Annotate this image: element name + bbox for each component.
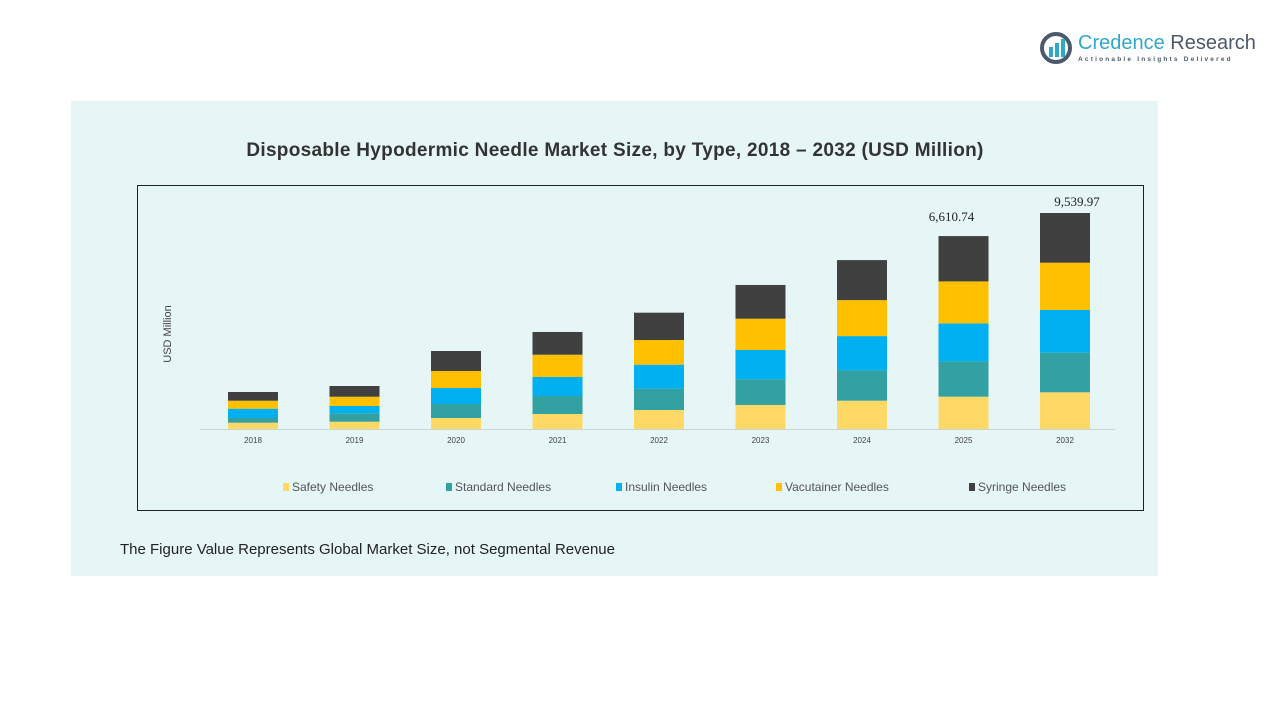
legend-item-standard-needles: Standard Needles bbox=[446, 480, 616, 494]
bar-segment-insulin-needles-2023 bbox=[735, 350, 786, 380]
legend-swatch bbox=[776, 483, 782, 491]
bar-segment-syringe-needles-2023 bbox=[735, 284, 786, 319]
bar-segment-safety-needles-2023 bbox=[735, 405, 786, 429]
bar-segment-insulin-needles-2022 bbox=[634, 364, 684, 389]
legend-swatch bbox=[446, 483, 452, 491]
x-tick-label: 2032 bbox=[1056, 436, 1074, 445]
x-tick-label: 2024 bbox=[853, 436, 871, 445]
x-tick-label: 2021 bbox=[549, 436, 567, 445]
bar-segment-standard-needles-2025 bbox=[938, 361, 989, 397]
bar-segment-standard-needles-2024 bbox=[837, 370, 887, 401]
bar-segment-safety-needles-2019 bbox=[329, 421, 380, 429]
bar-segment-vacutainer-needles-2025 bbox=[938, 281, 989, 324]
bar-segment-safety-needles-2024 bbox=[837, 400, 887, 429]
logo-chart-icon bbox=[1040, 32, 1072, 64]
bar-segment-vacutainer-needles-2021 bbox=[532, 354, 583, 377]
logo-tagline: Actionable Insights Delivered bbox=[1078, 56, 1233, 63]
bar-segment-safety-needles-2021 bbox=[532, 413, 583, 429]
legend-label: Safety Needles bbox=[292, 480, 374, 494]
bar-segment-safety-needles-2018 bbox=[228, 422, 278, 429]
bar-segment-safety-needles-2020 bbox=[431, 417, 481, 429]
footnote: The Figure Value Represents Global Marke… bbox=[120, 541, 615, 558]
bar-segment-safety-needles-2025 bbox=[938, 396, 989, 429]
legend-swatch bbox=[283, 483, 289, 491]
bar-segment-syringe-needles-2021 bbox=[532, 331, 583, 355]
bar-segment-vacutainer-needles-2032 bbox=[1040, 262, 1090, 310]
legend-label: Insulin Needles bbox=[625, 480, 708, 494]
bar-segment-vacutainer-needles-2020 bbox=[431, 370, 481, 388]
legend-label: Standard Needles bbox=[455, 480, 552, 494]
bar-segment-vacutainer-needles-2018 bbox=[228, 400, 278, 409]
bar-segment-standard-needles-2020 bbox=[431, 404, 481, 418]
bar-segment-vacutainer-needles-2023 bbox=[735, 318, 786, 351]
bar-segment-syringe-needles-2024 bbox=[837, 260, 887, 301]
chart-frame bbox=[137, 185, 1144, 511]
bar-segment-standard-needles-2023 bbox=[735, 379, 786, 405]
bar-segment-syringe-needles-2032 bbox=[1040, 213, 1090, 263]
legend-swatch bbox=[969, 483, 975, 491]
bar-segment-standard-needles-2032 bbox=[1040, 352, 1090, 393]
bar-segment-vacutainer-needles-2024 bbox=[837, 300, 887, 337]
x-tick-label: 2022 bbox=[650, 436, 668, 445]
bar-segment-insulin-needles-2032 bbox=[1040, 309, 1090, 353]
bar-segment-standard-needles-2022 bbox=[634, 388, 684, 411]
data-label-2032: 9,539.97 bbox=[1054, 194, 1100, 209]
bar-segment-vacutainer-needles-2019 bbox=[329, 396, 380, 407]
bar-segment-insulin-needles-2025 bbox=[938, 323, 989, 362]
legend: Safety Needles Standard Needles Insulin Ne… bbox=[283, 480, 1089, 494]
bar-segment-syringe-needles-2018 bbox=[228, 392, 278, 401]
legend-item-vacutainer-needles: Vacutainer Needles bbox=[776, 480, 969, 494]
logo-name-2: Research bbox=[1170, 32, 1256, 54]
bar-segment-syringe-needles-2022 bbox=[634, 312, 684, 340]
chart-title: Disposable Hypodermic Needle Market Size… bbox=[246, 140, 984, 161]
bar-segment-standard-needles-2019 bbox=[329, 413, 380, 422]
x-tick-label: 2025 bbox=[955, 436, 973, 445]
bar-segment-syringe-needles-2020 bbox=[431, 351, 481, 371]
legend-item-syringe-needles: Syringe Needles bbox=[969, 480, 1089, 494]
x-tick-label: 2023 bbox=[752, 436, 770, 445]
legend-swatch bbox=[616, 483, 622, 491]
legend-item-insulin-needles: Insulin Needles bbox=[616, 480, 776, 494]
bar-segment-standard-needles-2018 bbox=[228, 417, 278, 423]
bar-segment-safety-needles-2032 bbox=[1040, 392, 1090, 429]
bar-segment-insulin-needles-2019 bbox=[329, 406, 380, 414]
bar-segment-insulin-needles-2018 bbox=[228, 408, 278, 418]
legend-item-safety-needles: Safety Needles bbox=[283, 480, 446, 494]
bar-segment-insulin-needles-2021 bbox=[532, 376, 583, 396]
logo-name-1: Credence bbox=[1078, 32, 1165, 54]
bar-segment-vacutainer-needles-2022 bbox=[634, 339, 684, 365]
data-label-2025: 6,610.74 bbox=[929, 209, 975, 224]
bar-segment-insulin-needles-2024 bbox=[837, 336, 887, 371]
bar-segment-standard-needles-2021 bbox=[532, 395, 583, 414]
bar-segment-syringe-needles-2025 bbox=[938, 236, 989, 282]
legend-label: Vacutainer Needles bbox=[785, 480, 889, 494]
x-tick-label: 2018 bbox=[244, 436, 262, 445]
bar-segment-syringe-needles-2019 bbox=[329, 386, 380, 397]
bar-segment-insulin-needles-2020 bbox=[431, 387, 481, 405]
credence-research-logo: Credence Research Actionable Insights De… bbox=[1040, 30, 1256, 70]
x-tick-label: 2020 bbox=[447, 436, 465, 445]
bar-segment-safety-needles-2022 bbox=[634, 410, 684, 429]
legend-label: Syringe Needles bbox=[978, 480, 1067, 494]
x-tick-label: 2019 bbox=[346, 436, 364, 445]
